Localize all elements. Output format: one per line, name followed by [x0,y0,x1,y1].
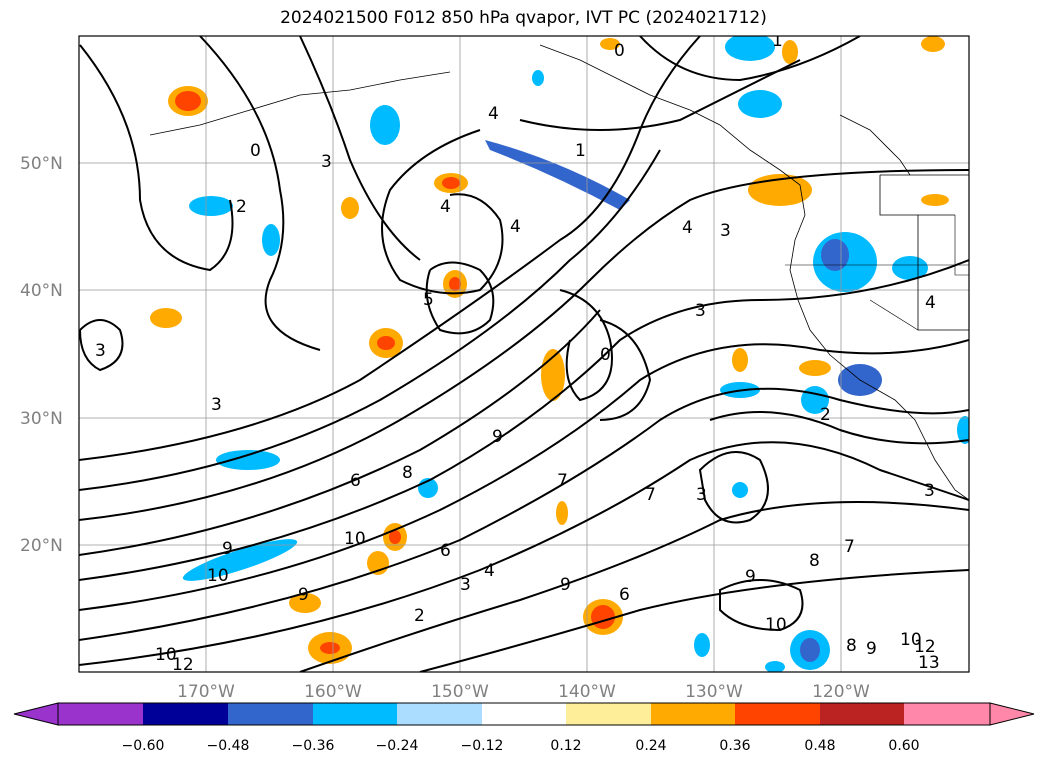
contour-label: 10 [155,645,177,665]
contour-label: 4 [510,217,521,237]
colorbar-swatch [651,703,735,725]
contour-label: 1 [772,31,783,51]
contour-label: 8 [809,551,820,571]
anomaly-shading [150,36,969,672]
contour-label: 9 [298,585,309,605]
contour-label: 3 [696,485,707,505]
colorbar-tick-label: 0.12 [550,738,581,754]
contour-label: 3 [924,481,935,501]
contour-label: 7 [844,537,855,557]
contour-label: 0 [614,41,625,61]
contour-label: 3 [460,575,471,595]
contour-label: 6 [440,541,451,561]
lon-label-140w: 140°W [558,682,616,702]
colorbar-tick-label: −0.36 [292,738,335,754]
contour-label: 9 [222,539,233,559]
contour-label: 3 [720,221,731,241]
colorbar-swatch [313,703,397,725]
lat-label-30n: 30°N [20,409,63,429]
contour-label: 3 [321,152,332,172]
contour-label: 3 [695,301,706,321]
lat-label-50n: 50°N [20,154,63,174]
contour-label: 12 [172,655,194,675]
contour-label: 8 [846,636,857,656]
contour-label: 9 [492,427,503,447]
colorbar-tick-label: −0.48 [207,738,250,754]
contour-label: 13 [918,653,940,673]
colorbar-tick-label: −0.60 [122,738,165,754]
contour-label: 4 [682,218,693,238]
contour-label: 4 [488,104,499,124]
contour-label: 9 [560,575,571,595]
colorbar-extend-min [13,702,59,726]
gridlines [79,36,969,672]
contour-labels: 0 1 0 2 3 4 4 5 4 3 3 4 0 3 3 4 9 8 6 7 … [95,31,940,675]
colorbar-swatch [566,703,651,725]
colorbar-swatch [58,703,143,725]
lon-label-160w: 160°W [304,682,362,702]
contour-label: 12 [914,637,936,657]
colorbar-tick-label: 0.60 [888,738,919,754]
map-title: 2024021500 F012 850 hPa qvapor, IVT PC (… [280,8,767,28]
contour-label: 2 [820,405,831,425]
contour-label: 0 [600,345,611,365]
colorbar: −0.60 −0.48 −0.36 −0.24 −0.12 0.12 0.24 … [13,702,1035,754]
contour-label: 7 [645,485,656,505]
map-frame [78,35,970,673]
contour-label: 5 [423,290,434,310]
contour-label: 10 [765,615,787,635]
border-lines [785,215,969,331]
colorbar-frame [57,702,991,726]
contour-label: 9 [866,639,877,659]
contour-label: 10 [900,630,922,650]
contour-label: 6 [350,471,361,491]
contour-label: 10 [207,566,229,586]
contour-label: 4 [440,197,451,217]
colorbar-swatch [904,703,990,725]
colorbar-tick-label: 0.24 [635,738,666,754]
contour-label: 6 [619,585,630,605]
lon-label-120w: 120°W [812,682,870,702]
colorbar-tick-label: −0.12 [461,738,504,754]
colorbar-swatch [143,703,228,725]
lon-label-150w: 150°W [431,682,489,702]
contour-label: 2 [414,606,425,626]
colorbar-swatch [735,703,820,725]
colorbar-tick-label: 0.48 [804,738,835,754]
contour-label: 3 [211,395,222,415]
lon-label-170w: 170°W [177,682,235,702]
colorbar-swatch [482,703,566,725]
lon-label-130w: 130°W [685,682,743,702]
contour-label: 10 [344,529,366,549]
lat-label-20n: 20°N [20,536,63,556]
contour-label: 1 [575,141,586,161]
colorbar-swatch [820,703,904,725]
colorbar-swatch [397,703,482,725]
colorbar-extend-max [989,702,1035,726]
ivt-contours [79,36,969,672]
contour-label: 9 [745,567,756,587]
contour-label: 3 [95,341,106,361]
colorbar-tick-label: 0.36 [719,738,750,754]
lat-label-40n: 40°N [20,281,63,301]
contour-label: 4 [484,561,495,581]
contour-label: 8 [402,463,413,483]
map-plot-area: 0 1 0 2 3 4 4 5 4 3 3 4 0 3 3 4 9 8 6 7 … [79,31,969,675]
colorbar-swatch [228,703,313,725]
contour-label: 7 [557,471,568,491]
contour-label: 2 [236,197,247,217]
colorbar-tick-label: −0.24 [376,738,419,754]
contour-label: 4 [925,293,936,313]
contour-label: 0 [250,141,261,161]
